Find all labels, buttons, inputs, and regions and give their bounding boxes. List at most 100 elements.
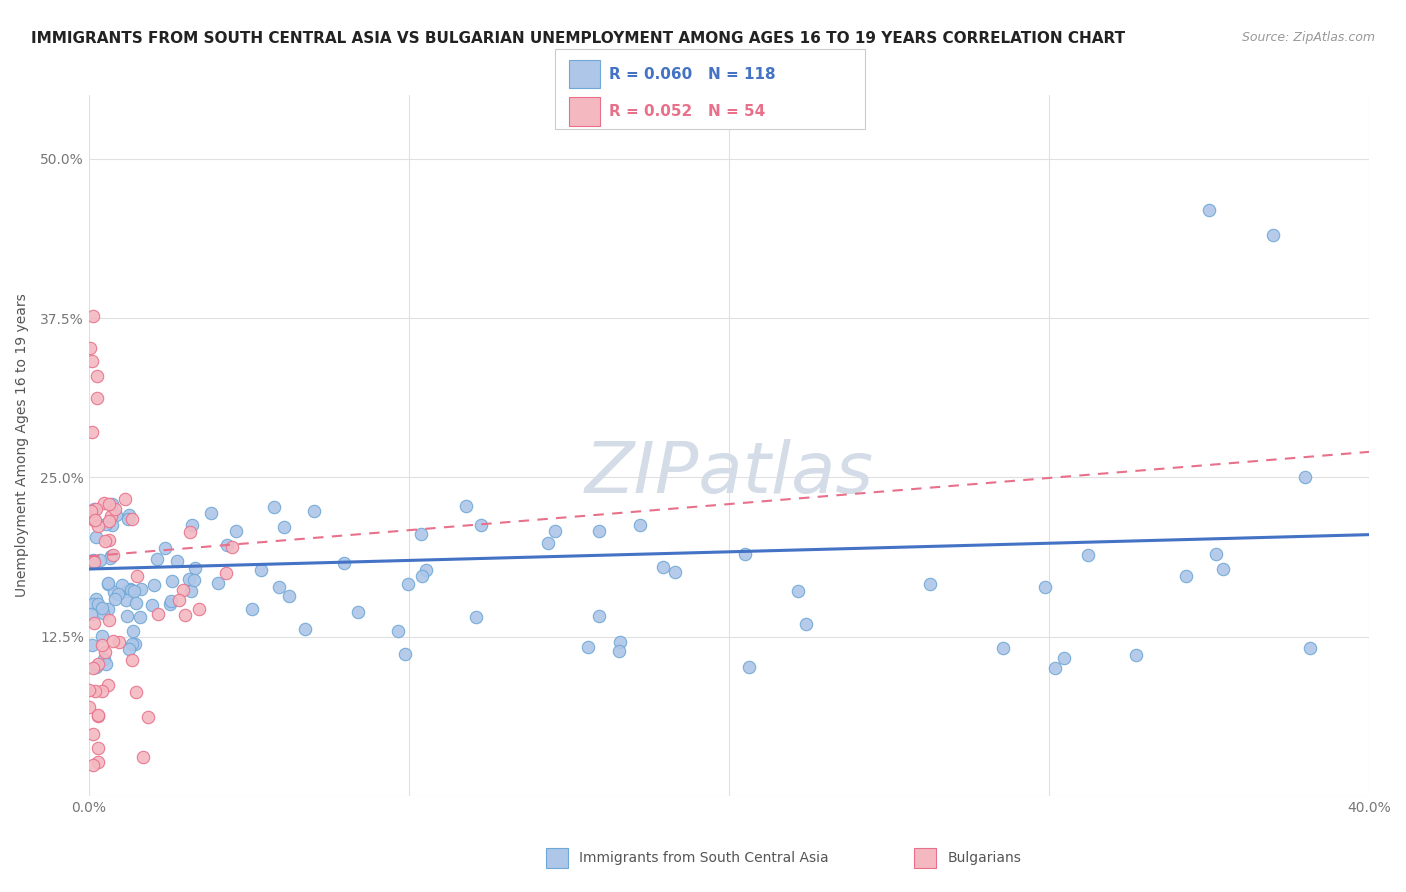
Text: Bulgarians: Bulgarians [948, 851, 1022, 865]
Point [738, 660, 761, 674]
Point [87, 709, 110, 723]
Point [117, 642, 139, 657]
Point [734, 547, 756, 561]
Point [187, 602, 209, 616]
Point [103, 585, 125, 599]
Y-axis label: Unemployment Among Ages 16 to 19 years: Unemployment Among Ages 16 to 19 years [15, 293, 30, 598]
Point [269, 581, 291, 595]
Point [86, 502, 108, 516]
Point [83, 513, 105, 527]
Point [221, 540, 243, 554]
Point [90, 629, 112, 643]
Point [100, 517, 122, 532]
Point [1299, 640, 1322, 655]
Point [87, 755, 110, 769]
Point [104, 502, 127, 516]
Point [120, 582, 142, 597]
Point [387, 624, 409, 639]
Text: IMMIGRANTS FROM SOUTH CENTRAL ASIA VS BULGARIAN UNEMPLOYMENT AMONG AGES 16 TO 19: IMMIGRANTS FROM SOUTH CENTRAL ASIA VS BU… [31, 31, 1125, 46]
Point [470, 518, 492, 533]
Point [588, 609, 610, 624]
Text: R = 0.052   N = 54: R = 0.052 N = 54 [609, 104, 765, 119]
Point [588, 524, 610, 539]
Point [179, 525, 201, 540]
Point [104, 508, 127, 522]
Point [82, 758, 104, 772]
Point [121, 653, 143, 667]
Point [96, 576, 118, 591]
Point [160, 574, 183, 588]
Point [278, 589, 301, 603]
Point [100, 498, 122, 512]
Point [103, 634, 125, 648]
Point [333, 556, 356, 570]
Point [97, 577, 120, 591]
Point [1261, 228, 1284, 243]
Point [1198, 202, 1220, 217]
Point [83, 502, 105, 516]
Point [173, 607, 195, 622]
Point [122, 583, 145, 598]
Point [240, 602, 263, 616]
Point [82, 553, 104, 567]
Point [125, 596, 148, 610]
Point [415, 563, 437, 577]
Point [82, 661, 104, 675]
Point [1043, 661, 1066, 675]
Point [82, 726, 104, 740]
Point [142, 578, 165, 592]
Point [87, 597, 110, 611]
Point [114, 491, 136, 506]
Point [464, 609, 486, 624]
Point [86, 518, 108, 533]
Point [148, 607, 170, 622]
Text: Source: ZipAtlas.com: Source: ZipAtlas.com [1241, 31, 1375, 45]
Point [98, 497, 121, 511]
Point [118, 582, 141, 596]
Point [207, 576, 229, 591]
Point [83, 513, 105, 527]
Point [129, 609, 152, 624]
Point [107, 587, 129, 601]
Point [263, 500, 285, 514]
Point [159, 597, 181, 611]
Point [125, 685, 148, 699]
Point [79, 341, 101, 355]
Point [200, 506, 222, 520]
Point [90, 639, 112, 653]
Point [172, 582, 194, 597]
Point [411, 568, 433, 582]
Point [1294, 470, 1316, 484]
Point [1052, 650, 1074, 665]
Point [111, 578, 134, 592]
Point [87, 708, 110, 723]
Point [166, 554, 188, 568]
Point [93, 606, 115, 620]
Point [117, 609, 139, 624]
Point [1125, 648, 1147, 663]
Point [115, 593, 138, 607]
Point [97, 678, 120, 692]
Point [607, 644, 630, 658]
Point [160, 594, 183, 608]
Point [87, 657, 110, 671]
Point [346, 605, 368, 619]
Point [122, 624, 145, 638]
Point [101, 549, 124, 563]
Point [86, 391, 108, 405]
Point [97, 614, 120, 628]
Point [250, 563, 273, 577]
Point [132, 750, 155, 764]
Point [179, 572, 201, 586]
Point [136, 710, 159, 724]
Point [79, 683, 101, 698]
Point [98, 514, 121, 528]
Point [121, 512, 143, 526]
Point [576, 640, 599, 655]
Point [83, 555, 105, 569]
Point [77, 699, 100, 714]
Point [180, 517, 202, 532]
Point [131, 582, 153, 596]
Point [787, 584, 810, 599]
Point [83, 615, 105, 630]
